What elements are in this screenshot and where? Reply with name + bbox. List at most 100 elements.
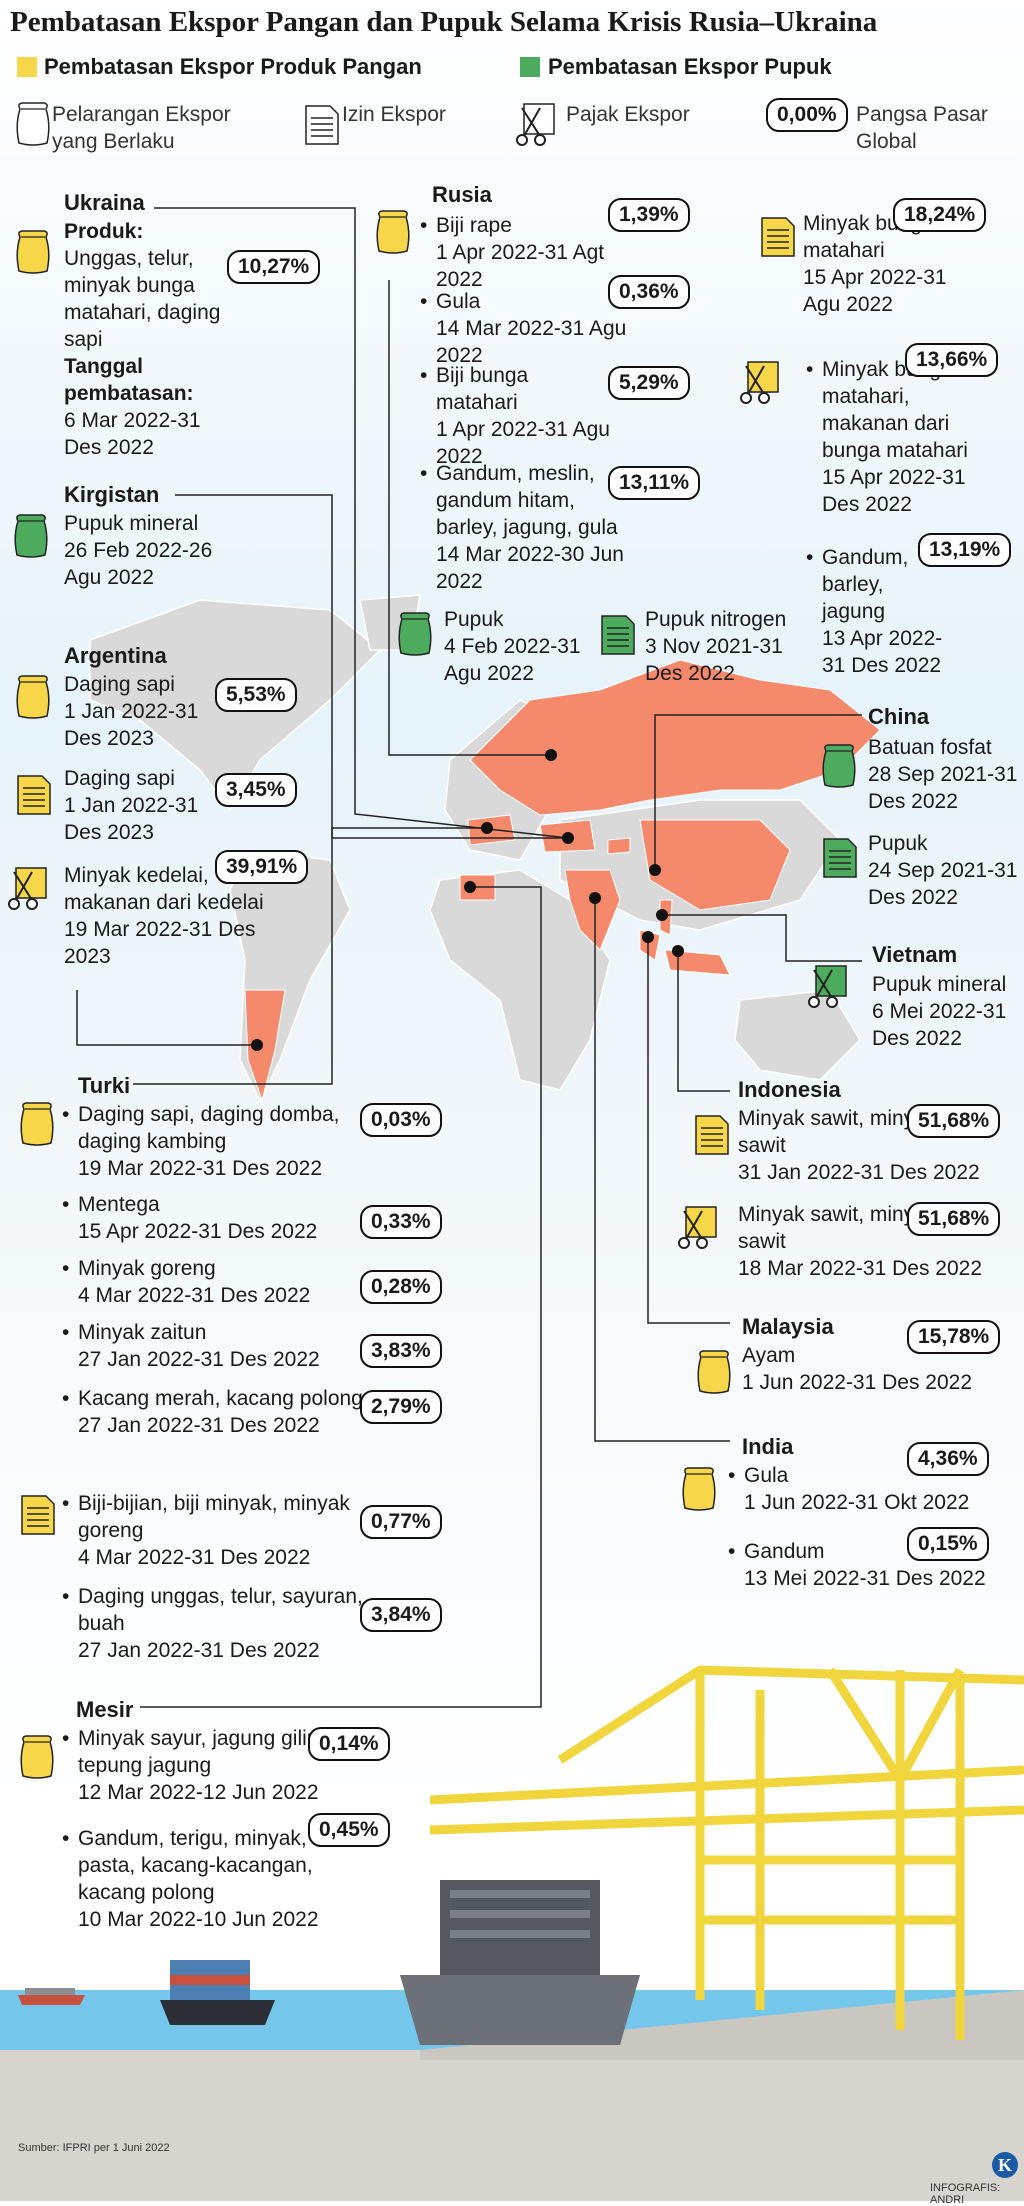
product: Daging sapi xyxy=(64,767,175,790)
date: 19 Mar 2022-31 Des 2023 xyxy=(64,918,256,968)
icon-pajak xyxy=(808,965,847,1008)
country-name: Kirgistan xyxy=(64,482,160,507)
date: 1 Jan 2022-31 Des 2023 xyxy=(64,700,199,750)
date: 15 Apr 2022-31 Des 2022 xyxy=(78,1220,318,1243)
restriction-item: Pupuk 24 Sep 2021-31 Des 2022 xyxy=(868,830,1018,911)
market-share: 0,03% xyxy=(360,1103,442,1137)
product: Biji-bijian, biji minyak, minyak goreng xyxy=(78,1492,350,1542)
date: 15 Apr 2022-31 Des 2022 xyxy=(822,466,966,516)
country-name: Indonesia xyxy=(738,1077,841,1102)
country-name: China xyxy=(868,704,930,729)
icon-ban xyxy=(398,612,432,656)
restriction-item: Gula 1 Jun 2022-31 Okt 2022 xyxy=(728,1462,1024,1516)
product-label: Produk: xyxy=(64,220,144,243)
date: 4 Mar 2022-31 Des 2022 xyxy=(78,1546,311,1569)
icon-pajak xyxy=(740,361,779,404)
market-share: 0,28% xyxy=(360,1270,442,1304)
product: Minyak goreng xyxy=(78,1257,216,1280)
market-share: 0,77% xyxy=(360,1505,442,1539)
legend-share: Pangsa Pasar Global xyxy=(856,103,988,153)
date: 10 Mar 2022-10 Jun 2022 xyxy=(78,1908,319,1931)
market-share: 13,66% xyxy=(905,343,999,377)
country-name: Argentina xyxy=(64,643,167,668)
icon-izin xyxy=(695,1115,729,1155)
restriction-item: Minyak kedelai, makanan dari kedelai 19 M… xyxy=(64,862,294,970)
market-share: 10,27% xyxy=(227,250,321,284)
restriction-item: Daging sapi 1 Jan 2022-31 Des 2023 xyxy=(64,765,214,846)
product: Pupuk nitrogen xyxy=(645,608,787,631)
restriction-item: Minyak goreng 4 Mar 2022-31 Des 2022 xyxy=(62,1255,378,1309)
market-share: 13,11% xyxy=(608,466,701,500)
product: Daging sapi xyxy=(64,673,175,696)
market-share: 13,19% xyxy=(918,533,1012,567)
product: Gandum, terigu, minyak, pasta, kacang-ka… xyxy=(78,1827,313,1904)
restriction-item: Gandum, terigu, minyak, pasta, kacang-ka… xyxy=(62,1825,368,1933)
date: 31 Jan 2022-31 Des 2022 xyxy=(738,1161,980,1184)
icon-izin xyxy=(761,217,795,257)
country-name: Ukraina xyxy=(64,190,145,215)
country-name: Mesir xyxy=(76,1697,134,1722)
date: 26 Feb 2022-26 Agu 2022 xyxy=(64,539,213,589)
icon-izin xyxy=(21,1495,55,1535)
date: 1 Jan 2022-31 Des 2023 xyxy=(64,794,199,844)
product: Gula xyxy=(436,290,481,313)
date: 4 Mar 2022-31 Des 2022 xyxy=(78,1284,311,1307)
restriction-item: Pupuk 4 Feb 2022-31 Agu 2022 xyxy=(444,606,584,687)
legend-share-sample: 0,00% xyxy=(766,98,848,132)
icon-ban xyxy=(822,744,856,788)
product: Kacang merah, kacang polong xyxy=(78,1387,363,1410)
date: 3 Nov 2021-31 Des 2022 xyxy=(645,635,783,685)
market-share: 0,14% xyxy=(308,1727,390,1761)
date: 4 Feb 2022-31 Agu 2022 xyxy=(444,635,581,685)
market-share: 5,29% xyxy=(608,366,690,400)
market-share: 18,24% xyxy=(893,198,987,232)
restriction-item: Mentega 15 Apr 2022-31 Des 2022 xyxy=(62,1191,378,1245)
date: 27 Jan 2022-31 Des 2022 xyxy=(78,1639,320,1662)
date: 18 Mar 2022-31 Des 2022 xyxy=(738,1257,982,1280)
restriction-item: Daging sapi, daging domba, daging kambin… xyxy=(62,1101,378,1182)
country-name: Malaysia xyxy=(742,1314,834,1339)
icon-ban xyxy=(682,1467,716,1511)
product: Biji bunga matahari xyxy=(436,364,529,414)
restriction-item: Biji-bijian, biji minyak, minyak goreng 4… xyxy=(62,1490,368,1571)
legend-ban: Pelarangan Ekspor yang Berlaku xyxy=(52,103,231,153)
legend-tax: Pajak Ekspor xyxy=(566,103,690,126)
market-share: 0,33% xyxy=(360,1205,442,1239)
restriction-item: Minyak sayur, jagung giling, tepung jagu… xyxy=(62,1725,338,1806)
product: Minyak sayur, jagung giling, tepung jagu… xyxy=(78,1727,336,1777)
restriction-item: Pupuk nitrogen 3 Nov 2021-31 Des 2022 xyxy=(645,606,815,687)
market-share: 3,84% xyxy=(360,1598,442,1632)
icon-pajak xyxy=(516,103,555,146)
product: Gandum, meslin, gandum hitam, barley, ja… xyxy=(436,462,618,539)
date: 14 Mar 2022-30 Jun 2022 xyxy=(436,543,624,593)
market-share: 51,68% xyxy=(907,1104,1001,1138)
date: 15 Apr 2022-31 Agu 2022 xyxy=(803,266,947,316)
date: 28 Sep 2021-31 Des 2022 xyxy=(868,763,1018,813)
product: Gandum, barley, jagung xyxy=(822,546,909,623)
date: 1 Apr 2022-31 Agt 2022 xyxy=(436,241,605,291)
icon-izin xyxy=(601,615,635,655)
product: Gula xyxy=(744,1464,789,1487)
date: 27 Jan 2022-31 Des 2022 xyxy=(78,1414,320,1437)
icon-pajak xyxy=(678,1206,717,1249)
date: 1 Jun 2022-31 Okt 2022 xyxy=(744,1491,970,1514)
icon-izin xyxy=(305,105,339,145)
market-share: 15,78% xyxy=(907,1320,1001,1354)
legend-swatch xyxy=(520,57,540,77)
icon-ban xyxy=(697,1350,731,1394)
legend-food: Pembatasan Ekspor Produk Pangan xyxy=(44,54,422,79)
market-share: 51,68% xyxy=(907,1202,1001,1236)
credit: INFOGRAFIS: ANDRI xyxy=(930,2182,1001,2206)
date: 14 Mar 2022-31 Agu 2022 xyxy=(436,317,627,367)
country-name: India xyxy=(742,1434,794,1459)
restriction-item: Minyak bunga matahari, makanan dari bung… xyxy=(806,356,992,518)
product: Pupuk mineral xyxy=(64,512,199,535)
title: Pembatasan Ekspor Pangan dan Pupuk Selam… xyxy=(10,6,878,38)
date: 19 Mar 2022-31 Des 2022 xyxy=(78,1157,322,1180)
product: Unggas, telur, minyak bunga matahari, da… xyxy=(64,247,221,351)
restriction-item: Produk: Unggas, telur, minyak bunga matah… xyxy=(64,218,229,461)
product: Pupuk mineral xyxy=(872,973,1007,996)
date: 6 Mar 2022-31 Des 2022 xyxy=(64,409,201,459)
legend-license: Izin Ekspor xyxy=(342,103,446,126)
